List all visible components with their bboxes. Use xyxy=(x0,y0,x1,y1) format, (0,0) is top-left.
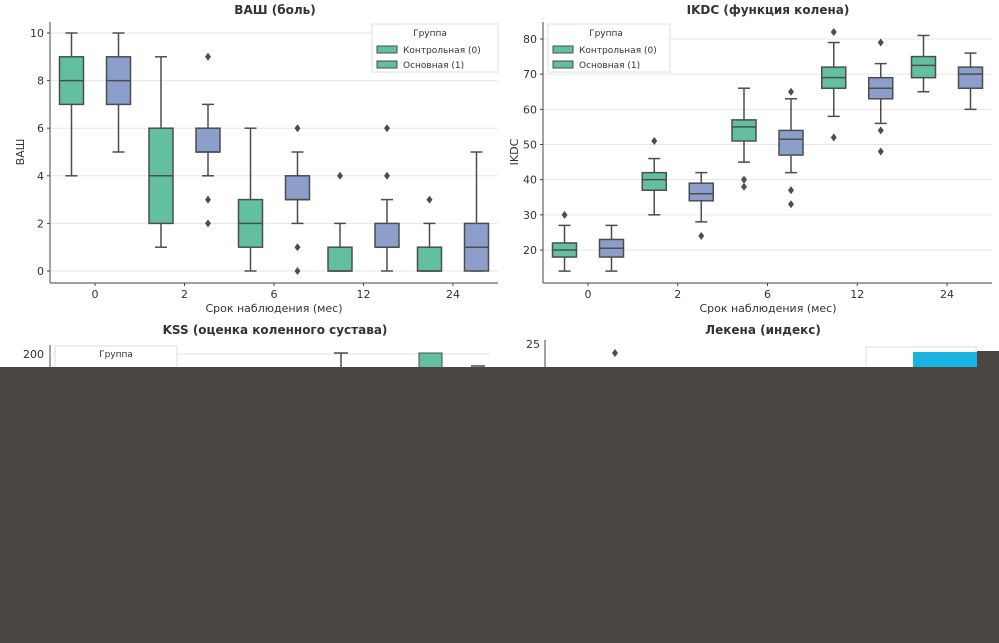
legend-swatch xyxy=(552,45,574,54)
box-ikdc-main xyxy=(957,66,984,89)
outlier-marker xyxy=(741,175,747,184)
outlier-marker xyxy=(698,231,705,240)
y-tick-label: 2 xyxy=(37,217,44,230)
legend-swatch xyxy=(376,60,398,69)
box-vas-main xyxy=(374,222,400,248)
legend-title-kss: Группа xyxy=(99,350,133,360)
chart-title-ikdc: IKDC (функция колена) xyxy=(687,3,850,17)
outlier-marker xyxy=(830,27,837,36)
outlier-marker xyxy=(877,38,884,47)
x-tick-label: 6 xyxy=(271,288,278,301)
outlier-marker xyxy=(877,126,884,135)
redaction-block xyxy=(977,351,999,371)
outlier-marker xyxy=(788,87,794,96)
outlier-marker xyxy=(830,133,837,142)
x-axis-label-vas: Срок наблюдения (мес) xyxy=(205,302,342,315)
box-ikdc-control xyxy=(731,119,757,142)
outlier-marker xyxy=(205,219,211,228)
y-tick-lequesne: 25 xyxy=(526,338,540,351)
outlier-marker xyxy=(788,186,794,195)
outlier-marker xyxy=(788,200,794,209)
y-axis-label-ikdc: IKDC xyxy=(508,138,521,165)
y-tick-label: 20 xyxy=(523,244,537,257)
x-tick-label: 24 xyxy=(940,288,954,301)
chart-title-kss: KSS (оценка коленного сустава) xyxy=(163,323,388,337)
x-tick-label: 24 xyxy=(446,288,460,301)
legend-swatch xyxy=(376,45,398,54)
outlier-marker xyxy=(294,243,301,252)
y-tick-label: 10 xyxy=(30,27,44,40)
x-tick-label: 0 xyxy=(585,288,592,301)
y-tick-kss: 200 xyxy=(23,348,44,361)
legend-title: Группа xyxy=(589,29,623,39)
y-tick-label: 30 xyxy=(523,209,537,222)
outlier-marker xyxy=(205,195,211,204)
legend-title: Группа xyxy=(413,29,447,39)
legend-entry: Основная (1) xyxy=(579,61,640,71)
x-tick-label: 2 xyxy=(674,288,681,301)
outlier-marker xyxy=(384,124,390,133)
y-tick-label: 60 xyxy=(523,103,537,116)
y-axis-label-vas: ВАШ xyxy=(14,139,27,166)
y-tick-label: 8 xyxy=(37,75,44,88)
outlier-marker xyxy=(651,136,658,145)
cyan-overlay-patch xyxy=(913,352,977,368)
x-tick-label: 2 xyxy=(181,288,188,301)
outlier-marker xyxy=(426,195,433,204)
outlier-marker xyxy=(205,52,211,61)
x-tick-label: 12 xyxy=(850,288,864,301)
y-tick-label: 50 xyxy=(523,139,537,152)
legend-entry: Контрольная (0) xyxy=(579,46,657,56)
outlier-marker xyxy=(877,147,884,156)
legend-kss xyxy=(54,345,178,371)
box-ikdc-control xyxy=(910,55,937,79)
outlier-marker xyxy=(337,171,343,180)
outlier-marker xyxy=(294,267,301,275)
y-tick-label: 6 xyxy=(37,122,44,135)
legend-swatch xyxy=(552,60,574,69)
box-vas-control xyxy=(416,246,443,272)
y-tick-label: 70 xyxy=(523,68,537,81)
y-tick-label: 4 xyxy=(37,170,44,183)
x-tick-label: 6 xyxy=(764,288,771,301)
box-ikdc-main xyxy=(688,182,714,202)
y-tick-label: 80 xyxy=(523,33,537,46)
outlier-marker xyxy=(741,182,747,191)
y-tick-label: 40 xyxy=(523,174,537,187)
box-vas-main xyxy=(284,175,311,201)
box-ikdc-main xyxy=(778,129,804,156)
legend-entry: Основная (1) xyxy=(403,61,464,71)
chart-title-vas: ВАШ (боль) xyxy=(234,3,315,17)
outlier-marker xyxy=(384,171,390,180)
x-tick-label: 0 xyxy=(92,288,99,301)
outlier-marker xyxy=(612,349,618,357)
outlier-marker xyxy=(294,124,301,133)
y-tick-label: 0 xyxy=(37,265,44,278)
outlier-marker xyxy=(561,210,568,219)
redaction-overlay xyxy=(0,367,999,643)
chart-title-lequesne: Лекена (индекс) xyxy=(705,323,821,337)
x-axis-label-ikdc: Срок наблюдения (мес) xyxy=(699,302,836,315)
box-ikdc-control xyxy=(641,171,667,191)
box-vas-main xyxy=(195,127,221,153)
box-vas-control xyxy=(327,246,353,272)
x-tick-label: 12 xyxy=(357,288,371,301)
legend-entry: Контрольная (0) xyxy=(403,46,481,56)
